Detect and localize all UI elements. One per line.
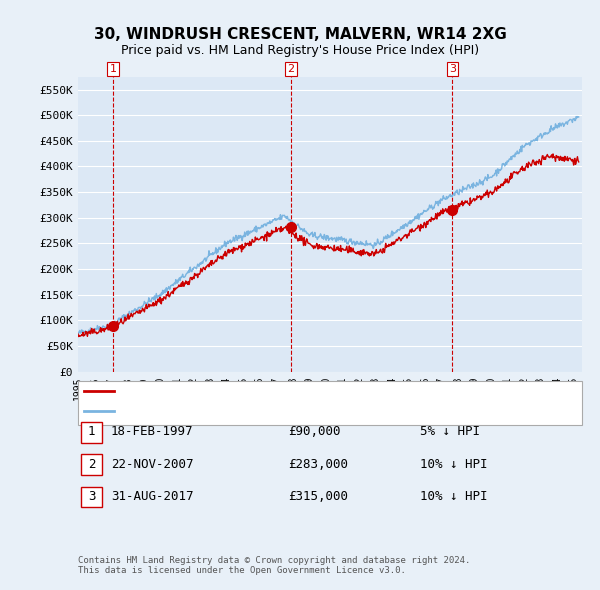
Text: 2: 2 (287, 64, 295, 74)
Text: Contains HM Land Registry data © Crown copyright and database right 2024.
This d: Contains HM Land Registry data © Crown c… (78, 556, 470, 575)
Text: 3: 3 (449, 64, 456, 74)
Text: 10% ↓ HPI: 10% ↓ HPI (420, 458, 487, 471)
Text: 30, WINDRUSH CRESCENT, MALVERN, WR14 2XG (detached house): 30, WINDRUSH CRESCENT, MALVERN, WR14 2XG… (120, 386, 476, 396)
Text: 30, WINDRUSH CRESCENT, MALVERN, WR14 2XG: 30, WINDRUSH CRESCENT, MALVERN, WR14 2XG (94, 27, 506, 41)
Text: 22-NOV-2007: 22-NOV-2007 (111, 458, 193, 471)
Text: 10% ↓ HPI: 10% ↓ HPI (420, 490, 487, 503)
Text: 2: 2 (88, 458, 95, 471)
Text: 3: 3 (88, 490, 95, 503)
Text: £283,000: £283,000 (288, 458, 348, 471)
Text: £90,000: £90,000 (288, 425, 341, 438)
Text: 31-AUG-2017: 31-AUG-2017 (111, 490, 193, 503)
Text: Price paid vs. HM Land Registry's House Price Index (HPI): Price paid vs. HM Land Registry's House … (121, 44, 479, 57)
Text: 1: 1 (110, 64, 116, 74)
Text: £315,000: £315,000 (288, 490, 348, 503)
Text: 1: 1 (88, 425, 95, 438)
Text: 5% ↓ HPI: 5% ↓ HPI (420, 425, 480, 438)
Text: HPI: Average price, detached house, Malvern Hills: HPI: Average price, detached house, Malv… (120, 407, 426, 416)
Text: 18-FEB-1997: 18-FEB-1997 (111, 425, 193, 438)
